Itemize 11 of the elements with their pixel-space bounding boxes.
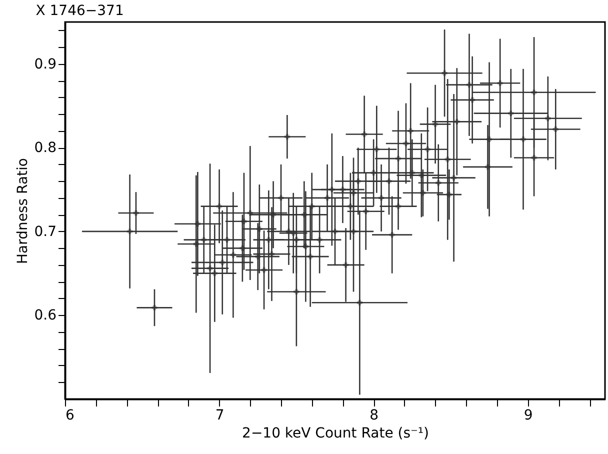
y-tick-label: 0.6 xyxy=(34,308,57,324)
y-axis-title: Hardness Ratio xyxy=(15,158,32,264)
x-axis-title: 2−10 keV Count Rate (s⁻¹) xyxy=(242,426,429,442)
x-tick-label: 9 xyxy=(524,408,533,424)
y-tick-label: 0.7 xyxy=(34,224,56,240)
y-tick-label: 0.9 xyxy=(34,56,56,72)
y-tick-label: 0.8 xyxy=(34,140,56,156)
x-tick-label: 8 xyxy=(370,408,379,424)
x-tick-label: 6 xyxy=(66,408,74,424)
chart-title: X 1746−371 xyxy=(36,3,124,19)
x-tick-label: 7 xyxy=(215,408,224,424)
